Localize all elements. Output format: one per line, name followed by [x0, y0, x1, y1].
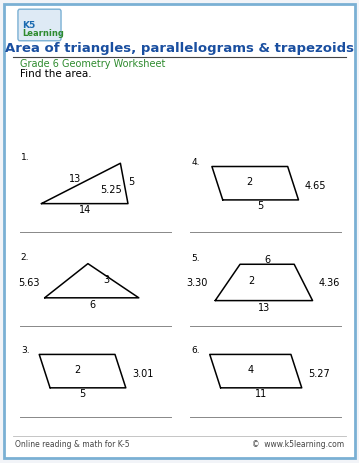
- Text: Learning: Learning: [23, 29, 65, 38]
- Text: 4.: 4.: [191, 158, 200, 167]
- Text: 5.63: 5.63: [18, 277, 39, 287]
- Text: 2: 2: [248, 275, 254, 285]
- Text: 5: 5: [79, 388, 86, 399]
- Text: 11: 11: [255, 388, 267, 399]
- Text: 2.: 2.: [21, 252, 29, 261]
- Text: 13: 13: [258, 302, 270, 312]
- Text: 4: 4: [248, 364, 254, 375]
- Text: 2: 2: [74, 364, 80, 375]
- Text: Online reading & math for K-5: Online reading & math for K-5: [15, 439, 130, 448]
- Text: Grade 6 Geometry Worksheet: Grade 6 Geometry Worksheet: [20, 59, 165, 69]
- Text: 4.65: 4.65: [305, 181, 326, 191]
- Text: 13: 13: [69, 174, 81, 184]
- Text: 5: 5: [128, 177, 134, 187]
- Text: 6: 6: [89, 299, 95, 309]
- FancyBboxPatch shape: [4, 5, 355, 458]
- Text: 5.: 5.: [191, 253, 200, 262]
- Text: 3.01: 3.01: [132, 368, 154, 378]
- Text: K5: K5: [23, 21, 36, 31]
- Text: Area of triangles, parallelograms & trapezoids: Area of triangles, parallelograms & trap…: [5, 42, 354, 55]
- Text: 14: 14: [79, 205, 91, 215]
- Text: 5: 5: [257, 201, 264, 211]
- Text: 3.: 3.: [21, 345, 29, 354]
- Text: ©  www.k5learning.com: © www.k5learning.com: [252, 439, 344, 448]
- FancyBboxPatch shape: [18, 10, 61, 42]
- Text: 5.27: 5.27: [308, 368, 330, 378]
- Text: 1.: 1.: [21, 153, 29, 162]
- Text: 3.30: 3.30: [186, 277, 208, 287]
- Text: 5.25: 5.25: [100, 184, 122, 194]
- Text: 6.: 6.: [191, 345, 200, 354]
- Text: 2: 2: [247, 177, 253, 187]
- Text: 3: 3: [103, 274, 109, 284]
- Text: Find the area.: Find the area.: [20, 69, 92, 79]
- Text: 6: 6: [264, 254, 270, 264]
- Text: 4.36: 4.36: [319, 277, 340, 287]
